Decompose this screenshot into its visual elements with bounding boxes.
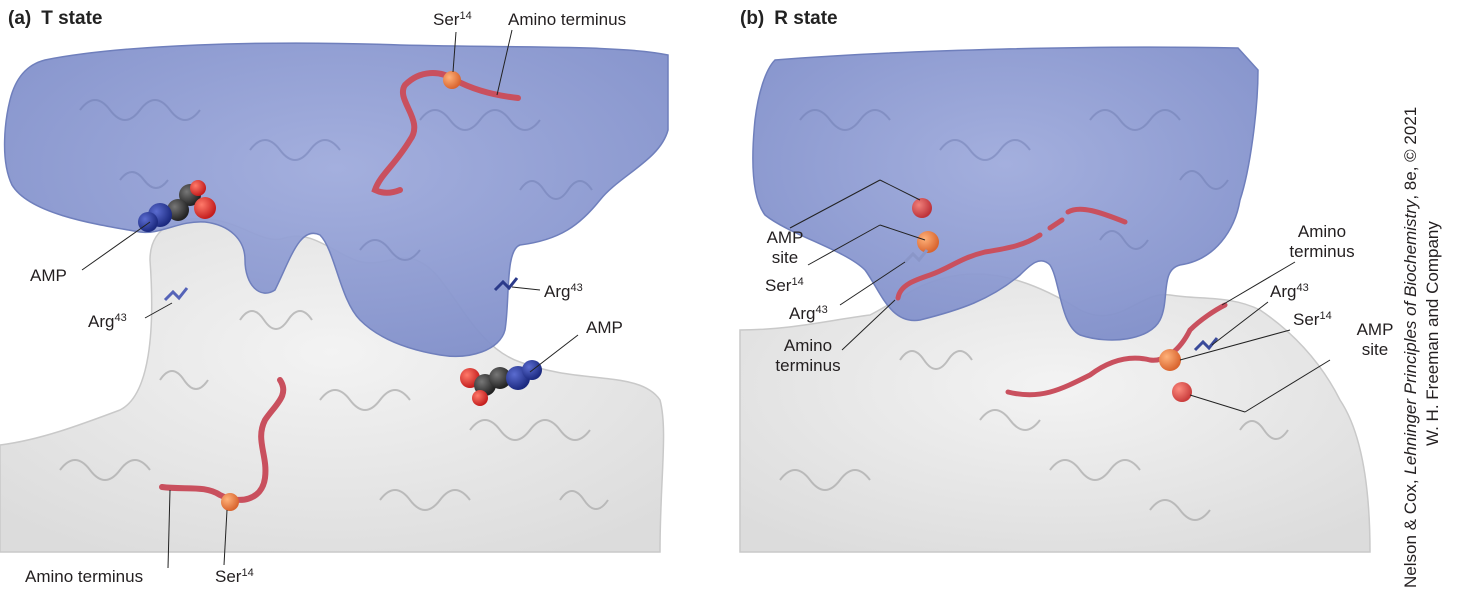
label-superscript: 14 (791, 276, 804, 288)
label-superscript: 14 (241, 567, 254, 579)
panel-b-ser14-sphere-left (917, 231, 939, 253)
panel-a-amino-terminus-bottom (159, 377, 287, 503)
credit-line-1: Nelson & Cox, Lehninger Principles of Bi… (1400, 107, 1422, 588)
panel-b-amino-terminus-left (895, 206, 1128, 301)
panel-b-title: (b) R state (740, 8, 838, 30)
label-name: Arg (88, 312, 115, 331)
panel-a-blue-subunit (3, 42, 669, 357)
panel-b-label-ser14-right: Ser14 (1293, 310, 1332, 330)
panel-b-structure (739, 46, 1371, 553)
panel-a-label-arg43-right: Arg43 (544, 282, 583, 302)
panel-a-label-ser14-top: Ser14 (433, 10, 472, 30)
label-line-2: site (1361, 340, 1389, 359)
panel-a-label-arg43-left: Arg43 (88, 312, 127, 332)
panel-a-letter: (a) (8, 8, 32, 29)
panel-b-white-subunit (739, 273, 1371, 553)
panel-a-amino-terminus-top (371, 70, 521, 196)
panel-b-label-amino-terminus-left: Amino terminus (770, 336, 846, 376)
panel-a-amp-molecule-right (460, 360, 542, 406)
panel-b-label-amp-site-right: AMP site (1350, 320, 1400, 360)
label-line-2: terminus (1289, 242, 1355, 261)
label-name: Ser (433, 10, 460, 29)
panel-b-amp-site-right (1172, 382, 1192, 402)
label-superscript: 14 (459, 10, 472, 22)
panel-a-ser14-sphere-bottom (221, 493, 239, 511)
copyright-credit: Nelson & Cox, Lehninger Principles of Bi… (1400, 107, 1444, 588)
label-line-1: Amino (1297, 222, 1347, 241)
label-line-2: site (771, 248, 799, 267)
panel-a-label-amp-right: AMP (586, 318, 623, 337)
panel-b-label-arg43-left: Arg43 (789, 304, 828, 324)
panel-b-arg43-right-sticks (1193, 337, 1219, 352)
label-name: Ser (765, 276, 792, 295)
credit-line-2: W. H. Freeman and Company (1423, 221, 1442, 446)
panel-b-amp-site-left (912, 198, 932, 218)
panel-a-white-subunit (0, 218, 665, 553)
label-superscript: 43 (815, 304, 828, 316)
panel-b-label-arg43-right: Arg43 (1270, 282, 1309, 302)
panel-a-label-amino-terminus-bottom: Amino terminus (25, 567, 144, 586)
credit-prefix: Nelson & Cox, (1401, 474, 1420, 588)
panel-a-label-amp-left: AMP (30, 266, 67, 285)
panel-a-ser14-sphere-top (443, 71, 461, 89)
label-superscript: 43 (1296, 282, 1309, 294)
label-name: Ser (1293, 310, 1320, 329)
panel-b-arg43-left-sticks (903, 249, 929, 264)
label-superscript: 43 (570, 282, 583, 294)
panel-a-arg43-right-sticks (493, 277, 519, 292)
label-superscript: 43 (114, 312, 127, 324)
panel-b-label-amino-terminus-right: Amino terminus (1282, 222, 1362, 262)
credit-book-title: Lehninger Principles of Biochemistry (1401, 199, 1420, 475)
label-line-1: AMP (1356, 320, 1394, 339)
panel-b-blue-subunit (752, 46, 1259, 341)
label-name: Arg (1270, 282, 1297, 301)
panel-b-ser14-sphere-right (1159, 349, 1181, 371)
panel-b-letter: (b) (740, 8, 765, 29)
label-line-2: terminus (775, 356, 841, 375)
panel-a-structure (0, 29, 669, 569)
panel-a-label-amino-terminus-top: Amino terminus (508, 10, 627, 29)
credit-suffix: , 8e, © 2021 (1401, 106, 1420, 200)
label-superscript: 14 (1319, 310, 1332, 322)
label-line-1: Amino (783, 336, 833, 355)
panel-b-title-text: R state (774, 8, 838, 29)
panel-b-amino-terminus-right (1005, 302, 1228, 398)
panel-b-label-amp-site-left: AMP site (758, 228, 812, 268)
panel-a-title: (a) T state (8, 8, 102, 30)
panel-b-label-ser14-left: Ser14 (765, 276, 804, 296)
label-name: Arg (789, 304, 816, 323)
label-line-1: AMP (766, 228, 804, 247)
panel-a-arg43-left-sticks (163, 287, 189, 302)
label-name: Arg (544, 282, 571, 301)
panel-a-label-ser14-bottom: Ser14 (215, 567, 254, 587)
label-name: Ser (215, 567, 242, 586)
panel-a-title-text: T state (41, 8, 103, 29)
panel-a-amp-molecule-left (138, 180, 216, 232)
